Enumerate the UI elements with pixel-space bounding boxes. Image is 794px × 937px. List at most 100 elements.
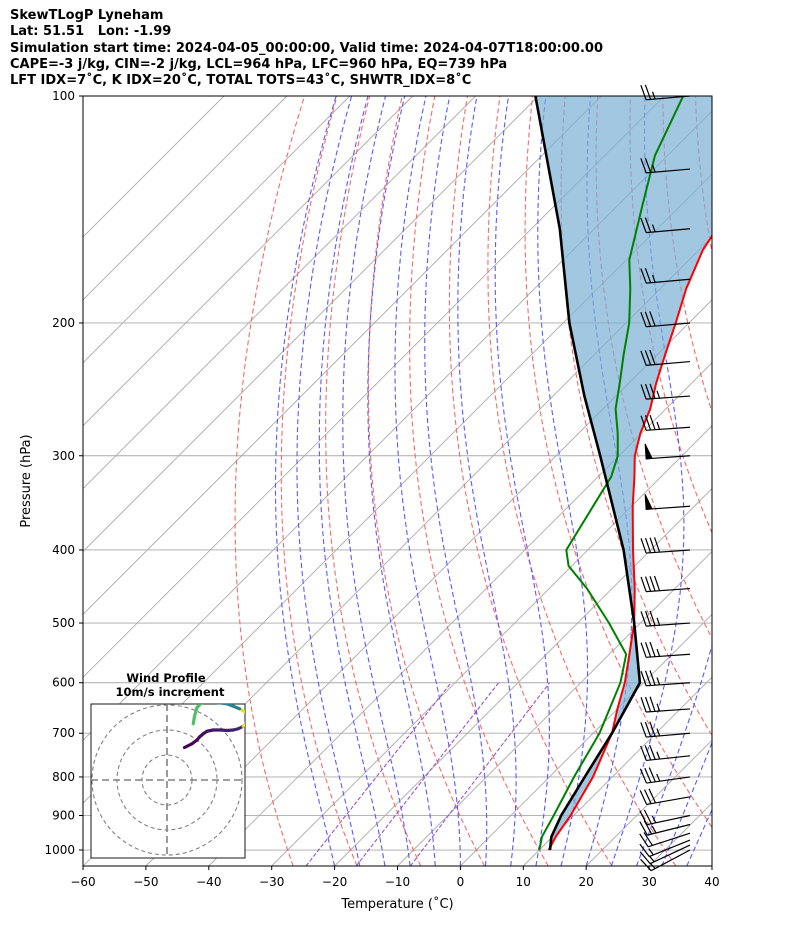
barb-full	[644, 696, 652, 712]
barb-staff	[646, 426, 691, 431]
wind-barb	[640, 641, 691, 658]
barb-full	[644, 745, 652, 761]
y-tick-label: 300	[52, 449, 75, 463]
inset-title: Wind Profile	[126, 671, 206, 685]
barb-full	[649, 721, 656, 737]
index-parameters: LFT IDX=7˚C, K IDX=20˚C, TOTAL TOTS=43˚C…	[10, 73, 472, 89]
y-tick-label: 500	[52, 616, 75, 630]
moist-adiabat	[686, 808, 712, 866]
wind-barb	[639, 767, 691, 784]
barb-full	[649, 610, 656, 626]
dry-adiabat	[367, 96, 485, 866]
barb-staff	[646, 814, 691, 826]
y-tick-label: 600	[52, 676, 75, 690]
barb-full	[649, 349, 656, 365]
dry-adiabat	[560, 96, 712, 737]
hodograph	[91, 704, 245, 858]
isotherm-gridline	[397, 550, 712, 866]
wind-barb	[640, 696, 691, 713]
barb-staff	[648, 839, 691, 858]
barb-staff	[646, 278, 691, 284]
cape-cin-shading	[535, 96, 712, 850]
wind-barb	[640, 157, 691, 174]
wind-barb	[640, 670, 691, 687]
barb-full	[649, 414, 656, 430]
barb-half	[656, 390, 661, 399]
mixing-ratio-line	[409, 682, 551, 866]
barb-full	[640, 217, 647, 233]
barb-full	[644, 721, 652, 737]
dry-adiabat	[280, 96, 358, 866]
moist-adiabat	[394, 96, 461, 866]
isotherm-gridline	[711, 865, 712, 866]
barb-full	[644, 576, 652, 592]
x-axis: −60 −50 −40 −30 −20 −10 0 10 20 30 40	[70, 866, 720, 889]
moist-adiabat	[424, 96, 488, 866]
mixing-ratio-line	[305, 682, 452, 866]
y-tick-label: 800	[52, 770, 75, 784]
moist-adiabat	[342, 96, 411, 866]
y-tick-label: 900	[52, 809, 75, 823]
barb-full	[639, 810, 648, 825]
hodograph-segment	[241, 722, 245, 728]
location-coordinates: Lat: 51.51 Lon: -1.99	[10, 24, 172, 40]
y-tick-label: 200	[52, 316, 75, 330]
barb-full	[643, 809, 652, 825]
wind-barb	[640, 414, 691, 431]
x-tick-label: 30	[641, 875, 656, 889]
barb-full	[640, 538, 647, 554]
barb-half	[651, 815, 657, 824]
barb-staff	[646, 455, 691, 460]
cin-shaded-area	[535, 96, 712, 850]
chart-header: SkewTLogP Lyneham Lat: 51.51 Lon: -1.99 …	[10, 8, 603, 89]
barb-full	[640, 576, 647, 592]
barb-full	[644, 350, 652, 366]
x-axis-label: Temperature (˚C)	[340, 896, 453, 912]
wind-barb	[640, 217, 691, 234]
x-tick-label: −40	[196, 875, 221, 889]
y-tick-label: 100	[52, 89, 75, 103]
isotherm-gridline	[271, 425, 712, 866]
inset-subtitle: 10m/s increment	[116, 685, 225, 699]
barb-full	[640, 642, 647, 658]
x-tick-label: −30	[259, 875, 284, 889]
hodograph-segment	[215, 704, 229, 706]
dry-adiabat	[761, 96, 794, 866]
barb-full	[644, 610, 652, 626]
isotherm-gridline	[83, 96, 539, 553]
barb-staff	[646, 682, 691, 687]
barb-full	[640, 670, 647, 687]
isotherm-gridline	[522, 676, 712, 866]
moist-adiabat	[661, 741, 712, 866]
moist-adiabat	[274, 96, 337, 866]
barb-full	[649, 311, 656, 327]
y-axis: 1000 900 800 700 600 500 400 300 200 100	[44, 89, 83, 857]
barb-half	[656, 617, 661, 626]
moist-adiabat	[318, 96, 386, 866]
y-tick-label: 1000	[44, 843, 75, 857]
hodograph-segment	[191, 714, 197, 726]
barb-full	[644, 311, 652, 327]
barb-full	[649, 696, 656, 712]
barb-staff	[647, 832, 691, 848]
barb-half	[656, 703, 661, 712]
barb-half	[648, 848, 654, 856]
barb-full	[649, 537, 656, 553]
dry-adiabat	[524, 96, 712, 829]
barb-half	[651, 825, 657, 834]
hodograph-segment	[237, 707, 245, 714]
y-tick-label: 700	[52, 726, 75, 740]
barb-pennant	[644, 494, 653, 510]
y-tick-label: 400	[52, 543, 75, 557]
barb-full	[644, 415, 652, 431]
barb-full	[640, 415, 647, 431]
barb-full	[639, 851, 651, 865]
barb-staff	[646, 622, 691, 627]
dry-adiabat	[487, 96, 677, 866]
hodograph-segment	[225, 704, 242, 711]
wind-profile-inset: Wind Profile 10m/s increment	[90, 671, 246, 859]
wind-barb	[644, 494, 691, 510]
barb-full	[639, 843, 650, 857]
moist-adiabat	[610, 96, 685, 866]
